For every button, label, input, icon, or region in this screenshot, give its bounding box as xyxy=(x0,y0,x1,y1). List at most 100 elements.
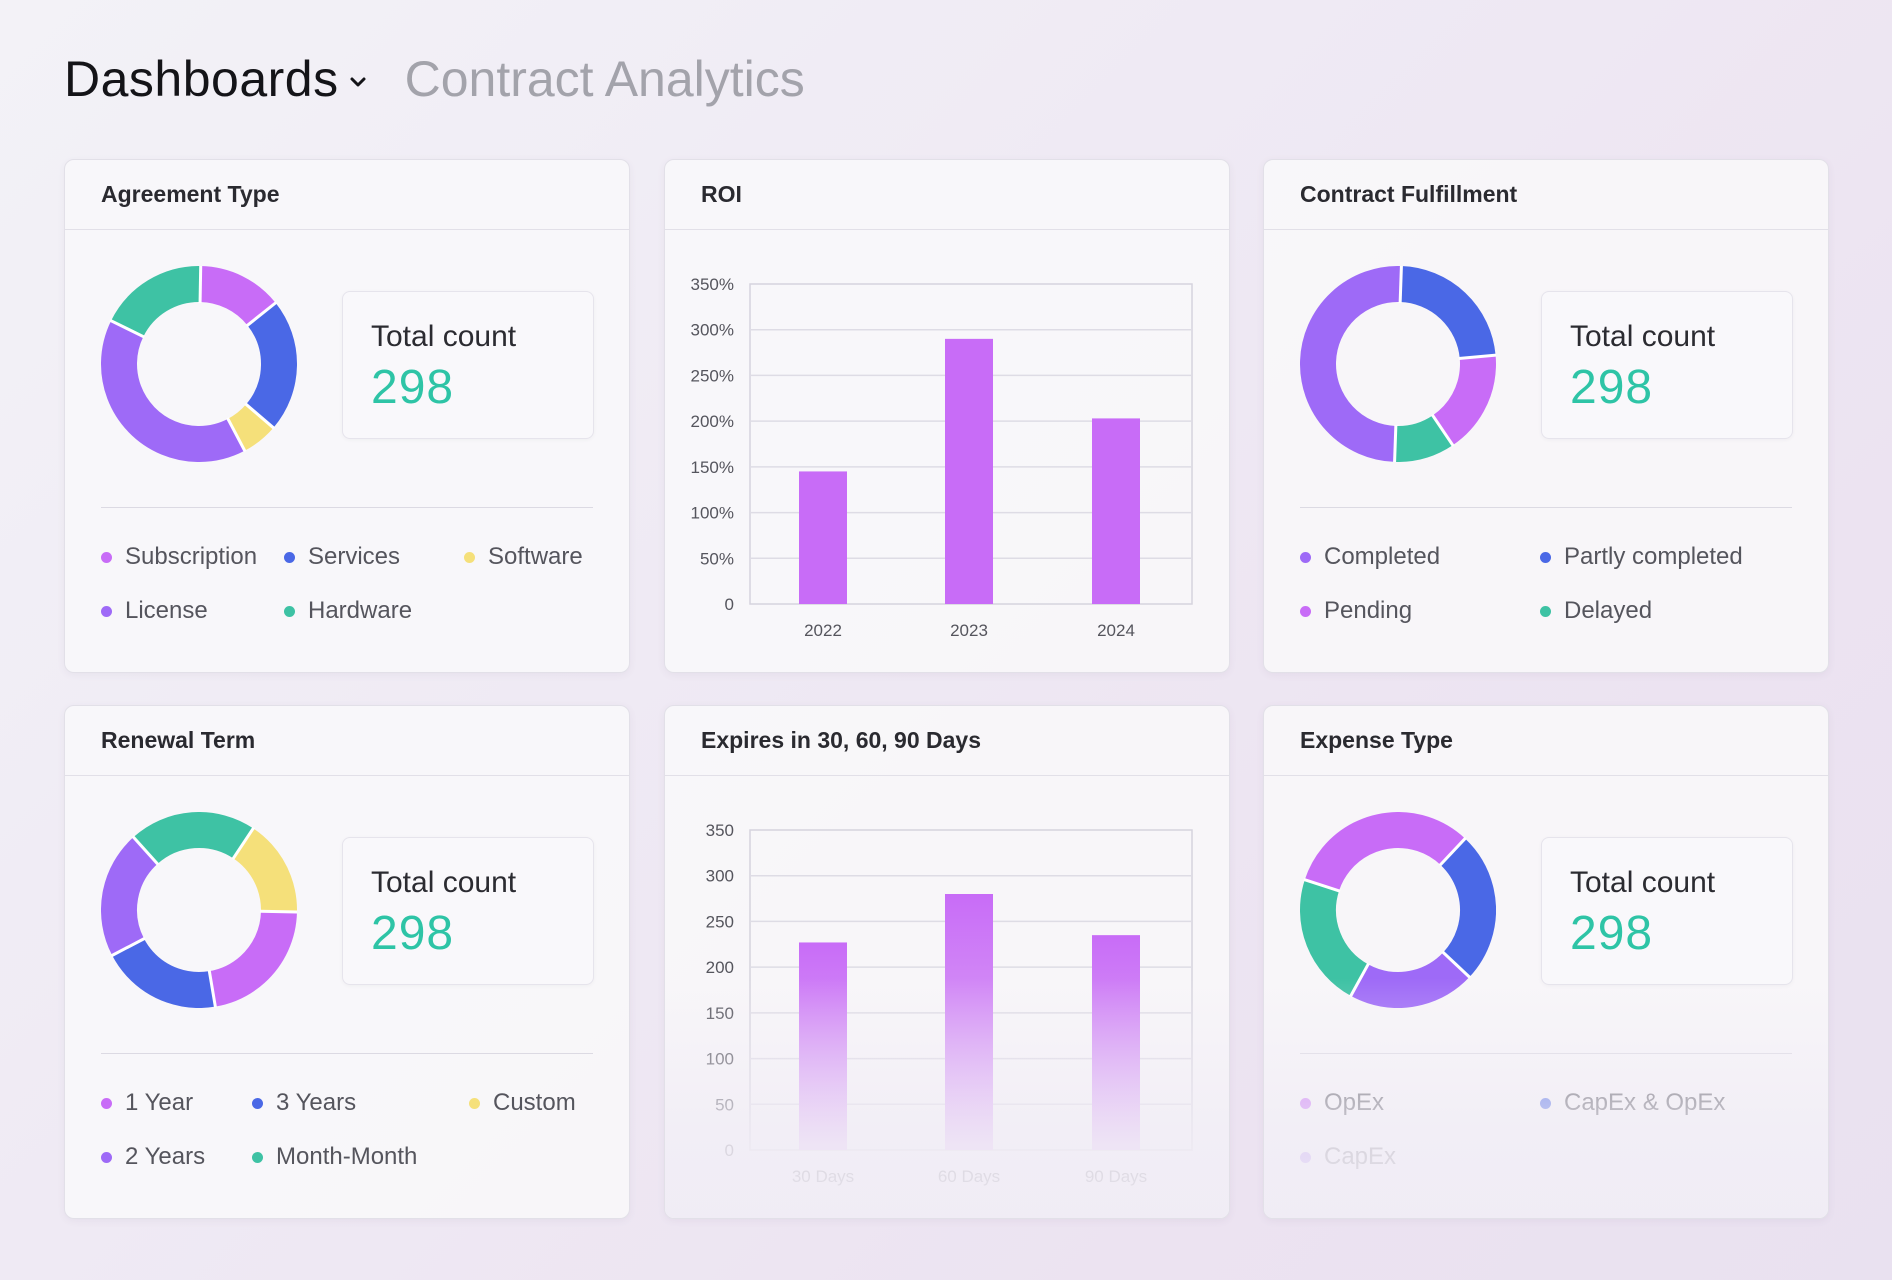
legend-dot xyxy=(101,1151,112,1163)
expense-type-card: Expense Type Total count 298 OpEx CapEx … xyxy=(1263,705,1829,1219)
legend-label: CapEx & OpEx xyxy=(1564,1089,1726,1116)
legend-label: OpEx xyxy=(1324,1089,1385,1116)
legend-label: 2 Years xyxy=(125,1143,206,1170)
donut-slice xyxy=(101,266,297,462)
bar xyxy=(799,942,847,1150)
y-tick-label: 50 xyxy=(715,1095,734,1114)
total-count-value: 298 xyxy=(1570,361,1654,414)
card-title: Expires in 30, 60, 90 Days xyxy=(665,706,1229,776)
legend-label: Subscription xyxy=(125,543,258,570)
legend-label: Hardware xyxy=(308,597,413,624)
legend-dot xyxy=(1300,605,1311,617)
total-count-box: Total count 298 xyxy=(1541,291,1793,439)
bar xyxy=(945,338,993,604)
legend-dot xyxy=(1540,605,1551,617)
card-title: Contract Fulfillment xyxy=(1264,160,1828,230)
contract-fulfillment-card: Contract Fulfillment Total count 298 Com… xyxy=(1263,159,1829,673)
legend-item-delayed: Delayed xyxy=(1540,597,1652,625)
expires-card: Expires in 30, 60, 90 Days 350 300 250 200 1… xyxy=(664,705,1230,1219)
slice-separator xyxy=(207,969,217,1008)
y-tick-label: 0 xyxy=(725,1141,734,1160)
slice-separator xyxy=(1348,962,1370,998)
divider xyxy=(1300,1053,1792,1054)
x-tick-label: 2023 xyxy=(950,621,988,640)
y-tick-label: 250% xyxy=(691,366,734,385)
total-count-value: 298 xyxy=(371,361,455,414)
legend-item-3-years: 3 Years xyxy=(252,1089,356,1117)
legend-label: Partly completed xyxy=(1564,543,1743,570)
legend-dot xyxy=(464,551,475,563)
legend-item-capex: CapEx xyxy=(1300,1143,1396,1171)
expense-type-donut xyxy=(1300,812,1496,1008)
legend-item-opex: OpEx xyxy=(1300,1089,1384,1117)
divider xyxy=(101,1053,593,1054)
slice-separator xyxy=(1393,424,1398,462)
slice-separator xyxy=(131,835,160,866)
legend-item-software: Software xyxy=(464,543,583,571)
donut-slice xyxy=(101,266,297,462)
y-tick-label: 300% xyxy=(691,321,734,340)
legend-item-pending: Pending xyxy=(1300,597,1412,625)
card-title: Agreement Type xyxy=(65,160,629,230)
y-tick-label: 150% xyxy=(691,458,734,477)
x-tick-label: 60 Days xyxy=(938,1167,1000,1186)
legend-label: Software xyxy=(488,543,583,570)
agreement-type-card: Agreement Type Total count 298 Subscript… xyxy=(64,159,630,673)
legend-dot xyxy=(1540,1097,1551,1109)
roi-card: ROI 350% 300% 250% 200% 150% 100% 50% 0 2022 2023… xyxy=(664,159,1230,673)
legend-item-1-year: 1 Year xyxy=(101,1089,193,1117)
legend-dot xyxy=(1300,1097,1311,1109)
legend-label: Month-Month xyxy=(276,1143,418,1170)
legend-dot xyxy=(252,1151,263,1163)
slice-separator xyxy=(1398,266,1403,304)
slice-separator xyxy=(198,266,203,304)
donut-slice xyxy=(101,812,297,1008)
page-subtitle: Contract Analytics xyxy=(404,51,805,107)
legend-item-services: Services xyxy=(284,543,400,571)
legend-dot xyxy=(252,1097,263,1109)
y-tick-label: 350% xyxy=(691,275,734,294)
slice-separator xyxy=(226,417,247,453)
chevron-down-icon[interactable] xyxy=(349,76,367,88)
legend-label: Delayed xyxy=(1564,597,1653,624)
total-count-box: Total count 298 xyxy=(1541,837,1793,985)
legend-dot xyxy=(101,1097,112,1109)
renewal-term-card: Renewal Term Total count 298 1 Year 3 Ye… xyxy=(64,705,630,1219)
legend-item-custom: Custom xyxy=(469,1089,576,1117)
legend-item-subscription: Subscription xyxy=(101,543,257,571)
legend-dot xyxy=(469,1097,480,1109)
y-tick-label: 300 xyxy=(706,867,734,886)
legend-label: Completed xyxy=(1324,543,1441,570)
legend-item-hardware: Hardware xyxy=(284,597,412,625)
y-tick-label: 350 xyxy=(706,821,734,840)
card-title: ROI xyxy=(665,160,1229,230)
legend-label: CapEx xyxy=(1324,1143,1397,1170)
dashboards-menu[interactable]: Dashboards xyxy=(64,51,339,107)
slice-separator xyxy=(110,936,146,958)
slice-separator xyxy=(245,301,278,328)
page-header: Dashboards Contract Analytics xyxy=(64,50,805,108)
donut-slice xyxy=(101,812,297,1008)
total-count-value: 298 xyxy=(1570,907,1654,960)
contract-fulfillment-donut xyxy=(1300,266,1496,462)
x-tick-label: 2024 xyxy=(1097,621,1135,640)
legend-item-month-month: Month-Month xyxy=(252,1143,417,1171)
legend-dot xyxy=(1300,551,1311,563)
legend-label: Pending xyxy=(1324,597,1413,624)
legend-label: Services xyxy=(308,543,401,570)
legend-item-partly-completed: Partly completed xyxy=(1540,543,1743,571)
bar xyxy=(1092,418,1140,604)
x-tick-label: 90 Days xyxy=(1085,1167,1147,1186)
slice-separator xyxy=(1458,353,1496,360)
legend-dot xyxy=(1300,1151,1311,1163)
donut-slice xyxy=(1300,266,1496,462)
total-count-box: Total count 298 xyxy=(342,837,594,985)
card-title: Expense Type xyxy=(1264,706,1828,776)
y-tick-label: 200 xyxy=(706,958,734,977)
slice-separator xyxy=(259,909,297,914)
legend-dot xyxy=(284,551,295,563)
legend-item-2-years: 2 Years xyxy=(101,1143,205,1171)
total-count-label: Total count xyxy=(1570,320,1716,353)
slice-separator xyxy=(109,318,145,339)
legend-dot xyxy=(101,551,112,563)
